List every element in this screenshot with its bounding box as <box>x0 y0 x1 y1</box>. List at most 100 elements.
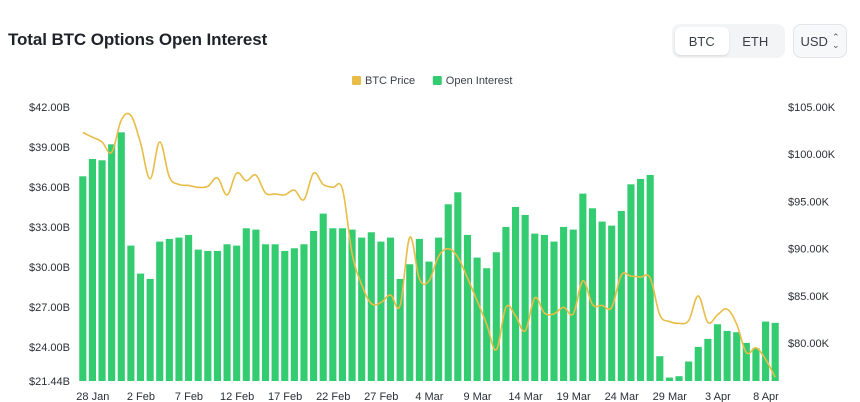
open-interest-bar <box>694 346 702 381</box>
open-interest-bar <box>762 321 770 381</box>
open-interest-bar <box>531 233 539 381</box>
legend-label: BTC Price <box>365 75 415 87</box>
open-interest-bar <box>136 273 145 381</box>
open-interest-bar <box>569 229 577 381</box>
open-interest-bar <box>204 250 212 381</box>
open-interest-bar <box>194 249 202 381</box>
btc-price-line <box>82 112 776 378</box>
left-y-axis: $42.00B $39.00B $36.00B $33.00B $30.00B $27.0… <box>29 102 70 388</box>
open-interest-bar <box>685 361 693 381</box>
left-axis-tick-label: $27.00B <box>29 302 70 314</box>
open-interest-chart: BTC Price Open Interest $42.00B $39.00B $36… <box>29 75 836 402</box>
open-interest-bar <box>521 214 529 381</box>
legend-label: Open Interest <box>446 75 513 87</box>
open-interest-bar <box>242 228 250 381</box>
open-interest-bar <box>406 264 414 381</box>
open-interest-bar <box>511 206 520 381</box>
x-axis-tick-label: 22 Feb <box>316 391 350 402</box>
open-interest-bar <box>108 144 116 381</box>
open-interest-bar <box>656 356 664 381</box>
open-interest-bar <box>704 338 712 381</box>
open-interest-bar <box>310 230 318 381</box>
open-interest-bar <box>637 178 645 381</box>
x-axis-tick-label: 28 Jan <box>76 391 109 402</box>
open-interest-bar <box>415 238 423 381</box>
open-interest-bar <box>588 208 597 381</box>
x-axis-tick-label: 2 Feb <box>127 391 155 402</box>
right-axis-tick-label: $85.00K <box>788 291 830 303</box>
page-title: Total BTC Options Open Interest <box>8 30 268 49</box>
open-interest-bar <box>473 257 481 381</box>
open-interest-bar <box>502 226 510 381</box>
open-interest-bar <box>319 213 327 381</box>
left-axis-tick-label: $33.00B <box>29 222 70 234</box>
open-interest-bar <box>79 176 87 381</box>
x-axis-tick-label: 8 Apr <box>753 391 779 402</box>
asset-toggle: BTC ETH <box>672 24 785 58</box>
open-interest-bar <box>271 244 279 381</box>
open-interest-bar <box>742 342 750 381</box>
open-interest-bar <box>165 238 173 381</box>
left-axis-tick-label: $42.00B <box>29 102 70 114</box>
legend-swatch-open-interest <box>432 76 442 85</box>
x-axis: 28 Jan 2 Feb 7 Feb 12 Feb 17 Feb 22 Feb 27 Feb… <box>76 391 779 402</box>
eth-tab[interactable]: ETH <box>742 33 769 49</box>
left-axis-tick-label: $21.44B <box>29 376 70 388</box>
left-axis-tick-label: $30.00B <box>29 262 70 274</box>
open-interest-bar <box>185 234 193 381</box>
open-interest-bar <box>290 248 298 381</box>
open-interest-bar <box>98 160 106 381</box>
x-axis-tick-label: 27 Feb <box>364 391 398 402</box>
open-interest-bar <box>425 261 433 381</box>
open-interest-bars <box>79 132 779 381</box>
open-interest-bar <box>117 132 125 381</box>
x-axis-tick-label: 24 Mar <box>605 391 640 402</box>
open-interest-bar <box>463 234 472 381</box>
open-interest-bar <box>560 226 568 381</box>
open-interest-bar <box>771 322 779 381</box>
currency-select[interactable]: USD ⌃ ⌄ <box>793 24 847 58</box>
open-interest-bar <box>175 237 183 381</box>
open-interest-bar <box>281 250 289 381</box>
x-axis-tick-label: 17 Feb <box>268 391 302 402</box>
right-axis-tick-label: $95.00K <box>788 197 830 209</box>
open-interest-bar <box>156 241 164 381</box>
open-interest-bar <box>492 252 500 381</box>
open-interest-bar <box>713 324 722 381</box>
open-interest-bar <box>396 278 404 381</box>
x-axis-tick-label: 19 Mar <box>556 391 591 402</box>
open-interest-bar <box>367 232 375 381</box>
open-interest-bar <box>579 193 587 381</box>
btc-price-path <box>82 112 776 378</box>
currency-label: USD <box>800 33 828 49</box>
open-interest-bar <box>627 184 635 381</box>
x-axis-tick-label: 7 Feb <box>175 391 203 402</box>
left-axis-tick-label: $39.00B <box>29 142 70 154</box>
open-interest-bar <box>608 225 616 381</box>
open-interest-bar <box>435 237 443 381</box>
x-axis-tick-label: 9 Mar <box>463 391 491 402</box>
btc-tab[interactable]: BTC <box>675 27 729 55</box>
x-axis-tick-label: 29 Mar <box>653 391 688 402</box>
open-interest-bar <box>598 221 606 381</box>
open-interest-bar <box>348 229 356 381</box>
open-interest-bar <box>127 245 135 381</box>
open-interest-bar <box>752 348 760 381</box>
open-interest-bar <box>300 244 308 381</box>
right-axis-tick-label: $80.00K <box>788 338 830 350</box>
open-interest-bar <box>386 237 395 381</box>
open-interest-bar <box>617 210 625 381</box>
open-interest-bar <box>223 244 231 381</box>
open-interest-bar <box>444 204 452 381</box>
x-axis-tick-label: 3 Apr <box>705 391 731 402</box>
open-interest-bar <box>665 377 673 381</box>
open-interest-bar <box>213 250 221 381</box>
x-axis-tick-label: 14 Mar <box>508 391 543 402</box>
open-interest-bar <box>338 228 347 381</box>
right-y-axis: $105.00K $100.00K $95.00K $90.00K $85.00K $80… <box>788 102 836 350</box>
open-interest-bar <box>88 158 96 381</box>
legend-swatch-btc-price <box>352 76 361 85</box>
open-interest-bar <box>454 192 462 381</box>
left-axis-tick-label: $36.00B <box>29 182 70 194</box>
x-axis-tick-label: 12 Feb <box>220 391 254 402</box>
